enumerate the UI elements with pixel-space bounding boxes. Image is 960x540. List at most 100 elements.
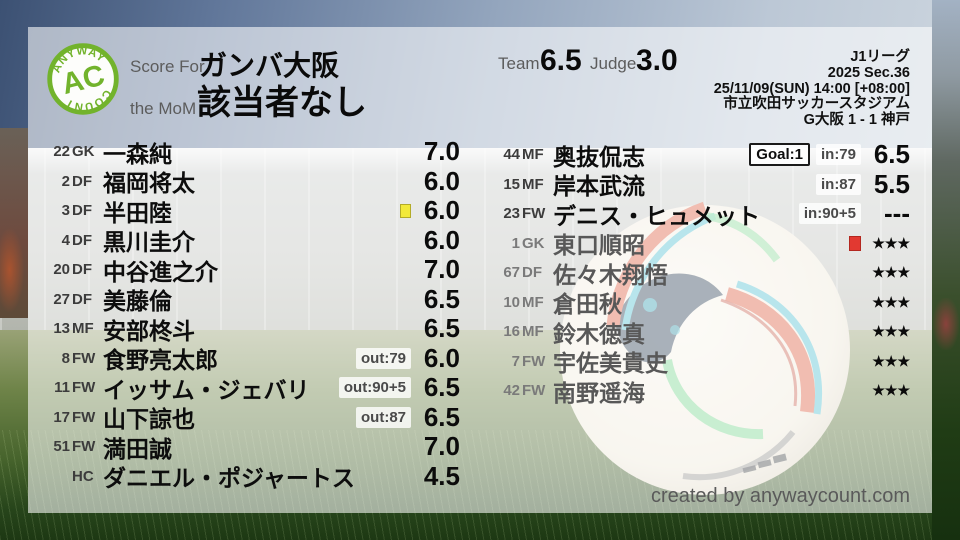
- goal-badge: Goal:1: [749, 143, 810, 167]
- anywaycount-logo: ANYWAY COUNT AC: [46, 42, 119, 116]
- player-name: 福岡将太: [103, 170, 195, 197]
- player-name: 中谷進之介: [103, 258, 218, 285]
- player-position: FW: [522, 205, 546, 223]
- player-name: 佐々木翔悟: [553, 261, 668, 288]
- player-number: 16: [503, 323, 520, 341]
- final-score: G大阪 1 - 1 神戸: [803, 112, 910, 129]
- player-rating: 6.5: [423, 313, 460, 344]
- player-name: 宇佐美貴史: [553, 350, 668, 377]
- player-number: 20: [53, 261, 70, 279]
- player-position: GK: [72, 143, 95, 161]
- player-number: 13: [53, 320, 70, 338]
- player-name: 鈴木徳真: [553, 320, 645, 347]
- unused-sub-stars: ★★★: [872, 382, 910, 399]
- player-row: HC ダニエル・ポジャートス 4.5: [46, 460, 460, 492]
- player-rating: 7.0: [423, 431, 460, 462]
- player-row: 27 DF 美藤倫 6.5: [46, 283, 460, 315]
- player-name: 南野遥海: [553, 379, 645, 406]
- player-row: 44 MF 奥抜侃志 Goal:1 in:79 6.5: [496, 139, 910, 170]
- player-position: FW: [72, 349, 96, 367]
- mom-value: 該当者なし: [197, 84, 367, 122]
- yellow-card-icon: [400, 203, 411, 218]
- player-position: DF: [72, 290, 92, 308]
- player-list-right: 44 MF 奥抜侃志 Goal:1 in:79 6.5 15 MF 岸本武流 in:87 5.5 23…: [496, 139, 910, 406]
- season-section: 2025 Sec.36: [827, 64, 910, 81]
- player-name: 満田誠: [103, 435, 172, 462]
- player-number: 15: [503, 175, 520, 193]
- player-row: 51 FW 満田誠 7.0: [46, 431, 460, 462]
- player-name: 美藤倫: [103, 288, 172, 315]
- player-name: 岸本武流: [553, 173, 645, 200]
- sub-out-badge: out:79: [356, 347, 411, 369]
- player-rating: 4.5: [423, 460, 460, 491]
- team-score-label: Team: [498, 54, 540, 73]
- player-row: 7 FW 宇佐美貴史 ★★★: [496, 347, 910, 377]
- player-row: 1 GK 東口順昭 ★★★: [496, 229, 910, 259]
- player-position: MF: [522, 175, 544, 193]
- mom-label: the MoM: [130, 99, 197, 118]
- credit-text: created by anywaycount.com: [650, 485, 910, 507]
- match-info-block: J1リーグ 2025 Sec.36 25/11/09(SUN) 14:00 [+…: [713, 49, 910, 129]
- player-row: 17 FW 山下諒也 out:87 6.5: [46, 402, 460, 433]
- player-row: 22 GK 一森純 7.0: [46, 136, 460, 167]
- player-number: 51: [53, 438, 70, 456]
- player-number: 3: [61, 202, 70, 220]
- player-position: FW: [522, 382, 546, 400]
- player-position: DF: [72, 231, 92, 249]
- unused-sub-stars: ★★★: [872, 323, 910, 340]
- player-number: 44: [503, 146, 520, 164]
- player-rating: 6.0: [423, 195, 460, 226]
- unused-sub-stars: ★★★: [872, 264, 910, 281]
- player-name: 半田陸: [103, 199, 172, 226]
- kickoff-datetime: 25/11/09(SUN) 14:00 [+08:00]: [713, 80, 910, 97]
- sub-in-badge: in:87: [815, 173, 861, 195]
- judge-score-label: Judge: [590, 54, 637, 73]
- player-rating: 6.5: [423, 372, 460, 403]
- sub-in-badge: in:79: [815, 144, 861, 166]
- player-name: 食野亮太郎: [103, 347, 218, 374]
- player-row: 42 FW 南野遥海 ★★★: [496, 376, 910, 406]
- sub-out-badge: out:87: [356, 406, 411, 428]
- player-number: 17: [53, 408, 70, 426]
- judge-score-value: 3.0: [636, 44, 678, 77]
- player-number: 8: [61, 349, 70, 367]
- unused-sub-stars: ★★★: [872, 293, 910, 310]
- player-row: 2 DF 福岡将太 6.0: [46, 165, 460, 197]
- player-row: 23 FW デニス・ヒュメット in:90+5 ---: [496, 198, 910, 229]
- player-rating: 6.0: [423, 342, 460, 373]
- white-overlay-panel: [28, 27, 932, 513]
- player-position: MF: [522, 146, 544, 164]
- player-number: 1: [511, 234, 520, 252]
- unused-sub-stars: ★★★: [872, 352, 910, 369]
- player-name: 安部柊斗: [103, 317, 195, 344]
- competition: J1リーグ: [850, 49, 910, 65]
- player-row: 4 DF 黒川圭介 6.0: [46, 224, 460, 256]
- player-name: デニス・ヒュメット: [553, 202, 760, 229]
- player-position: FW: [72, 408, 96, 426]
- team-name: ガンバ大阪: [199, 50, 340, 81]
- player-row: 8 FW 食野亮太郎 out:79 6.0: [46, 342, 460, 374]
- player-row: 13 MF 安部柊斗 6.5: [46, 313, 460, 344]
- player-name: 奥抜侃志: [553, 143, 645, 170]
- player-rating: 6.0: [423, 224, 460, 255]
- player-number: 42: [503, 382, 520, 400]
- player-name: 黒川圭介: [103, 229, 195, 256]
- player-position: DF: [522, 264, 542, 282]
- player-rating: 6.0: [423, 165, 460, 196]
- player-number: 4: [61, 231, 70, 249]
- player-number: 67: [503, 264, 520, 282]
- player-name: 一森純: [103, 140, 172, 167]
- player-row: 3 DF 半田陸 6.0: [46, 195, 460, 226]
- player-number: 10: [503, 293, 520, 311]
- player-position: MF: [522, 293, 544, 311]
- player-number: 22: [53, 143, 70, 161]
- player-row: 67 DF 佐々木翔悟 ★★★: [496, 258, 910, 288]
- player-list-left: 22 GK 一森純 7.0 2 DF 福岡将太 6.0 3 DF 半田陸 6.0 4 DF 黒川圭介 6.0 2…: [46, 136, 460, 492]
- player-row: 20 DF 中谷進之介 7.0: [46, 254, 460, 285]
- player-position: GK: [522, 234, 545, 252]
- player-row: 10 MF 倉田秋 ★★★: [496, 288, 910, 317]
- player-name: 東口順昭: [553, 232, 645, 259]
- photo-right-red-blur: [933, 298, 959, 350]
- player-rating: 7.0: [423, 254, 460, 285]
- player-rating: 6.5: [423, 283, 460, 314]
